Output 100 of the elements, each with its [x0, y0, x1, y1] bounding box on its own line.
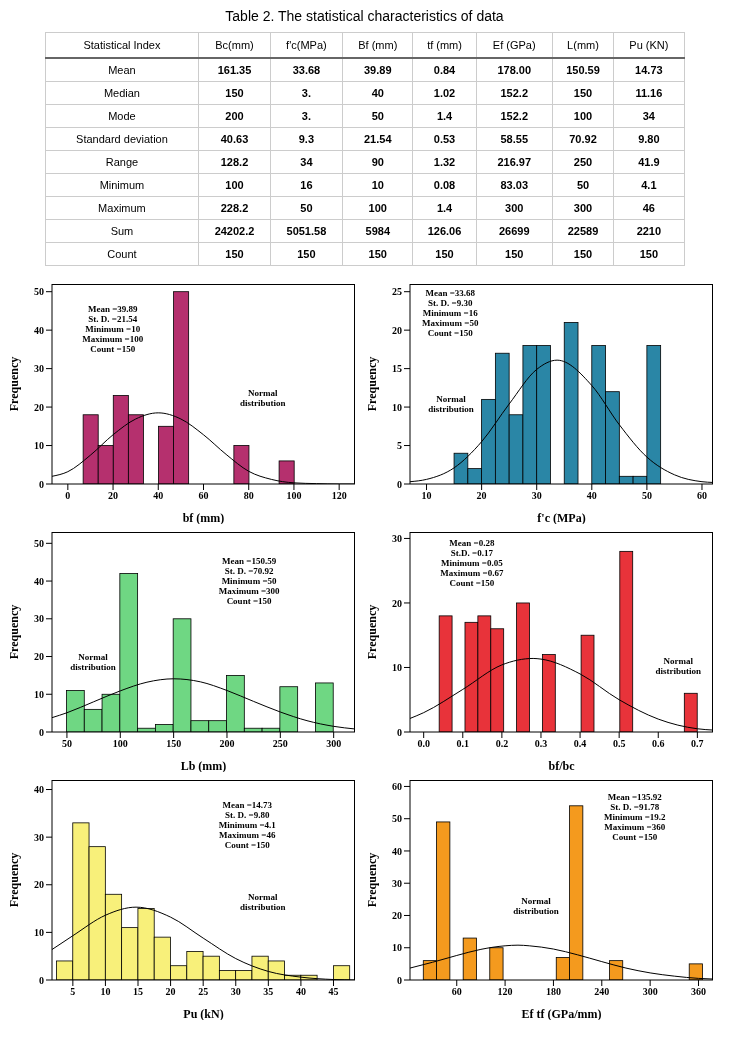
category-label: Bc(mm): [198, 32, 271, 58]
text: 100: [368, 202, 387, 214]
category-label: Mean: [108, 64, 136, 76]
text: 22589: [567, 225, 599, 237]
text: 150: [573, 248, 593, 260]
y-tick-label: 0: [397, 478, 402, 490]
annotation: Minimum =0.05: [440, 558, 504, 568]
text: 216.97: [497, 156, 532, 168]
x-tick-label: 120: [497, 986, 513, 998]
x-tick-label: 180: [545, 986, 561, 998]
annotation: Count =150: [611, 832, 659, 842]
text: 70.92: [569, 133, 597, 145]
x-tick-label: 20: [108, 490, 119, 502]
x-tick-label: 240: [594, 986, 610, 998]
text: 228.2: [220, 202, 249, 214]
x-tick-label: 0.5: [612, 738, 626, 750]
text: 14.73: [635, 64, 663, 76]
text: 16: [300, 179, 313, 191]
y-tick-label: 25: [392, 286, 402, 298]
annotation: Minimum =16: [422, 308, 479, 318]
annotation: Maximum =50: [422, 318, 479, 328]
x-tick-label: 0.2: [495, 738, 509, 750]
text: 150: [573, 87, 593, 99]
annotation: Count =150: [225, 596, 273, 606]
x-tick-label: 200: [219, 738, 235, 750]
y-tick-label: 40: [34, 575, 44, 587]
category-label: Count: [107, 248, 137, 260]
text: 128.2: [220, 156, 249, 168]
x-tick-label: 10: [100, 986, 111, 998]
x-tick-label: 20: [476, 490, 487, 502]
text: 150: [297, 248, 316, 260]
y-tick-label: 50: [34, 286, 44, 298]
y-tick-label: 20: [392, 597, 402, 609]
x-tick-label: 150: [166, 738, 182, 750]
y-tick-label: 30: [392, 533, 402, 544]
x-axis-title: bf/bc: [548, 759, 576, 773]
annotation: Mean =39.89: [86, 304, 139, 314]
text: 150: [435, 248, 454, 260]
annotation: Maximum =100: [82, 334, 144, 344]
annotation: Count =150: [89, 344, 137, 354]
y-tick-label: 0: [397, 974, 402, 986]
text: 0.08: [433, 179, 456, 191]
y-tick-label: 0: [39, 974, 44, 986]
text: 83.03: [500, 179, 528, 191]
y-tick-label: 10: [34, 926, 44, 938]
text: 21.54: [364, 133, 392, 145]
y-tick-label: 0: [39, 478, 44, 490]
annotation: Mean =135.92: [606, 792, 663, 802]
text: 161.35: [217, 64, 252, 76]
x-tick-label: 100: [112, 738, 128, 750]
text: 26699: [498, 225, 530, 237]
x-tick-label: 5: [70, 986, 76, 998]
x-tick-label: 45: [328, 986, 339, 998]
x-tick-label: 0: [65, 490, 71, 502]
text: 5051.58: [286, 225, 327, 237]
annotation: Maximum =360: [603, 822, 666, 832]
category-label: Ef (GPa): [476, 32, 553, 58]
text: 9.3: [298, 133, 315, 145]
y-tick-label: 40: [34, 324, 44, 336]
text: 100: [225, 179, 244, 191]
annotation: Mean =150.59: [221, 556, 278, 566]
y-axis-title: Frequency: [365, 852, 380, 908]
x-tick-label: 360: [690, 986, 706, 998]
x-axis-title: Ef tf (GPa/mm): [521, 1007, 602, 1021]
category-label: L(mm): [552, 32, 614, 58]
x-tick-label: 40: [295, 986, 306, 998]
text: 178.00: [497, 64, 532, 76]
annotation: St. D. =21.54: [87, 314, 139, 324]
y-tick-label: 20: [392, 324, 402, 336]
category-label: f'c(MPa): [270, 32, 343, 58]
x-tick-label: 30: [230, 986, 241, 998]
x-tick-label: 40: [586, 490, 597, 502]
text: 24202.2: [214, 225, 255, 237]
x-axis-title: f'c (MPa): [537, 511, 586, 525]
text: Normal distribution: [654, 656, 703, 676]
x-tick-label: 250: [272, 738, 288, 750]
text: 90: [371, 156, 384, 168]
y-axis-title: Frequency: [365, 356, 380, 412]
y-tick-label: 0: [397, 726, 402, 738]
y-tick-label: 40: [392, 845, 402, 857]
annotation: Count =150: [426, 328, 474, 338]
x-axis-title: Lb (mm): [180, 759, 227, 773]
annotation: St. D. =70.92: [223, 566, 275, 576]
text: 39.89: [364, 64, 392, 76]
text: 50: [576, 179, 590, 191]
text: 34: [300, 156, 313, 168]
text: 150: [368, 248, 387, 260]
annotation: Mean =33.68: [424, 288, 477, 298]
x-tick-label: 50: [641, 490, 652, 502]
y-tick-label: 5: [397, 440, 402, 452]
x-tick-label: 300: [642, 986, 658, 998]
text: 9.80: [638, 133, 660, 145]
x-tick-label: 15: [133, 986, 144, 998]
text: 50: [300, 202, 313, 214]
text: Table 2. The statistical characteristics of data: [224, 8, 505, 24]
text: 152.2: [500, 87, 528, 99]
x-tick-label: 25: [198, 986, 209, 998]
text: 0.84: [433, 64, 456, 76]
y-tick-label: 50: [392, 813, 402, 825]
category-label: Sum: [110, 225, 134, 237]
